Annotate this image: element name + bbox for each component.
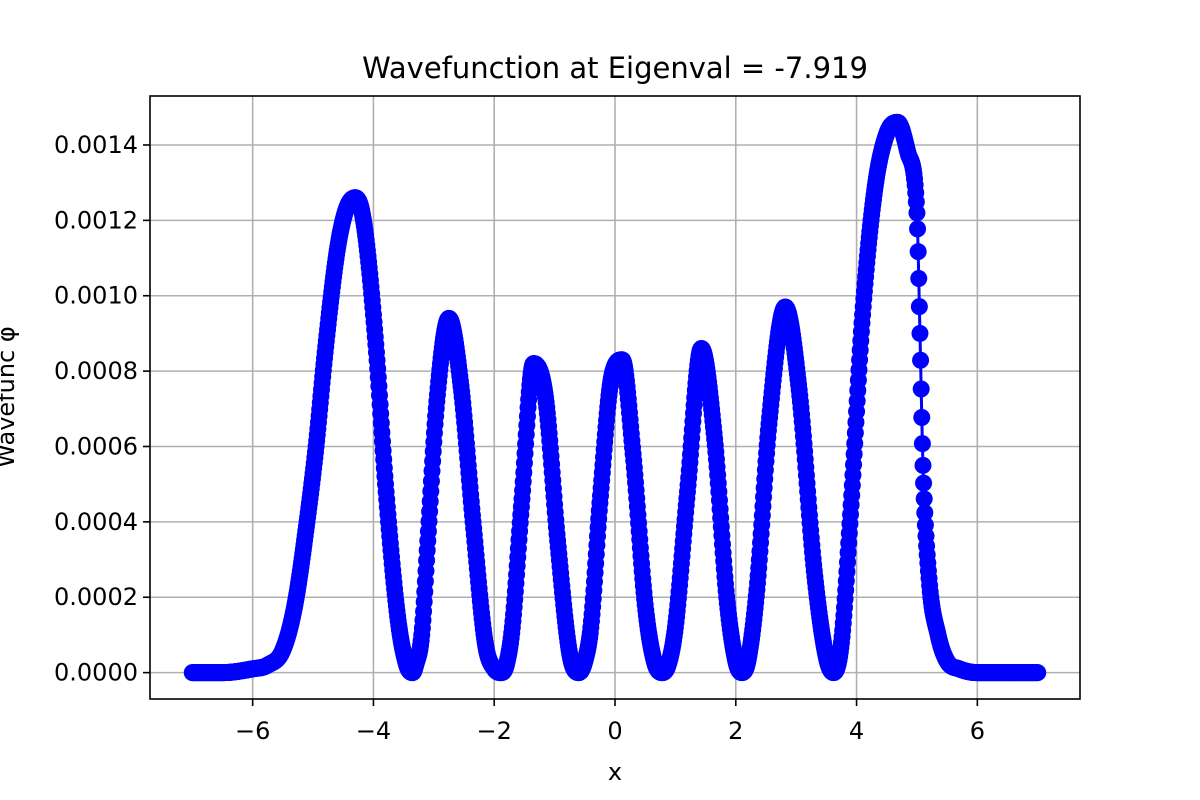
data-point <box>912 351 930 369</box>
data-point <box>909 243 927 261</box>
x-tick-label: −6 <box>235 717 270 745</box>
data-point <box>916 504 934 522</box>
y-tick-label: 0.0004 <box>54 508 138 536</box>
data-point <box>913 435 931 453</box>
x-tick-label: 2 <box>728 717 743 745</box>
data-point <box>913 408 931 426</box>
data-point <box>1029 664 1047 682</box>
x-tick-label: −2 <box>477 717 512 745</box>
x-axis-ticks: −6 −4 −2 0 2 4 6 <box>235 699 985 745</box>
x-tick-label: 6 <box>970 717 985 745</box>
series-markers <box>183 113 1047 682</box>
data-point <box>915 490 933 508</box>
y-axis-ticks: 0.0000 0.0002 0.0004 0.0006 0.0008 0.0010 0.00… <box>54 131 150 687</box>
data-point <box>910 298 928 316</box>
chart-title: Wavefunction at Eigenval = -7.919 <box>362 51 868 85</box>
y-tick-label: 0.0002 <box>54 583 138 611</box>
data-point <box>911 324 929 342</box>
y-tick-label: 0.0012 <box>54 206 138 234</box>
y-tick-label: 0.0000 <box>54 659 138 687</box>
data-point <box>914 456 932 474</box>
data-point <box>908 204 926 222</box>
y-axis-label: Wavefunc φ <box>0 326 20 467</box>
y-tick-label: 0.0006 <box>54 432 138 460</box>
x-axis-label: x <box>608 758 622 786</box>
data-point <box>915 474 933 492</box>
x-tick-label: −4 <box>356 717 391 745</box>
data-point <box>909 220 927 238</box>
y-tick-label: 0.0010 <box>54 282 138 310</box>
x-tick-label: 4 <box>849 717 864 745</box>
x-tick-label: 0 <box>607 717 622 745</box>
data-point <box>910 269 928 287</box>
data-point <box>912 380 930 398</box>
y-tick-label: 0.0014 <box>54 131 138 159</box>
y-tick-label: 0.0008 <box>54 357 138 385</box>
